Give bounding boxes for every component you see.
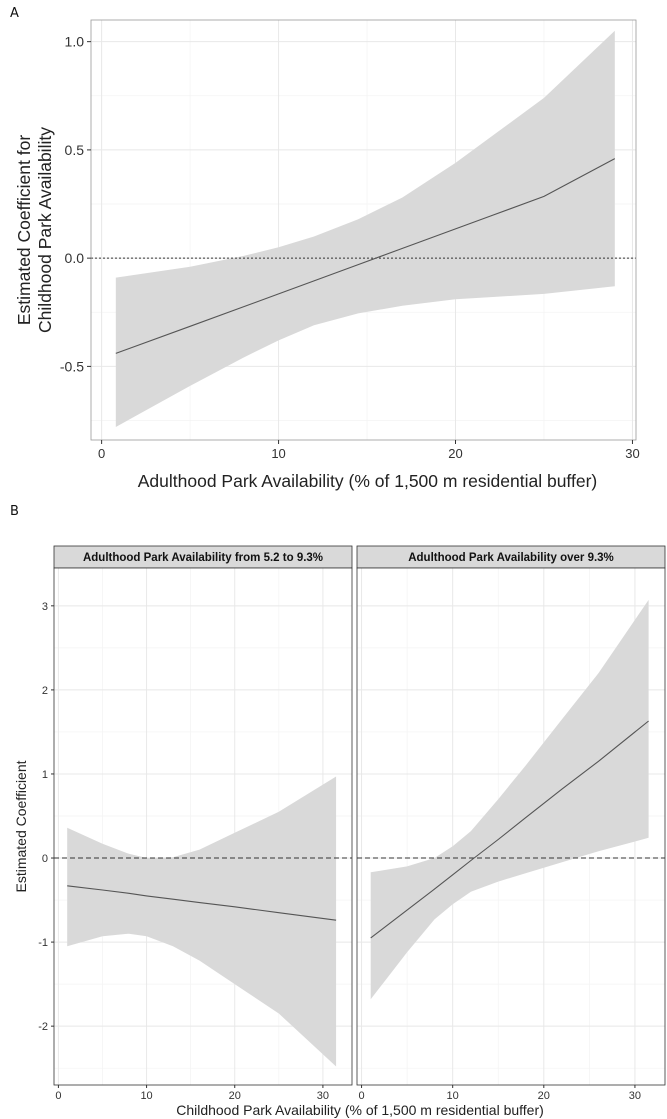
confidence-ribbon xyxy=(370,599,649,1000)
panel-b-letter: B xyxy=(10,504,19,519)
x-axis-title: Adulthood Park Availability (% of 1,500 … xyxy=(138,471,597,491)
plot-border xyxy=(53,567,353,1086)
y-axis-title: Estimated Coefficient xyxy=(13,760,29,892)
x-tick-label: 20 xyxy=(229,1090,241,1102)
x-tick-label: 0 xyxy=(55,1090,61,1102)
x-tick-label: 0 xyxy=(358,1090,364,1102)
y-tick-label: -2 xyxy=(38,1021,48,1033)
x-tick-label: 20 xyxy=(538,1090,550,1102)
confidence-ribbon xyxy=(67,776,337,1067)
estimate-line xyxy=(115,158,616,354)
confidence-ribbon xyxy=(115,30,615,428)
y-tick-label: -0.5 xyxy=(60,358,84,374)
panel-a-letter: A xyxy=(10,6,19,21)
x-tick-label: 30 xyxy=(317,1090,329,1102)
estimate-line xyxy=(67,885,337,921)
y-tick-label: 0.0 xyxy=(65,250,85,266)
x-tick-label: 10 xyxy=(140,1090,152,1102)
y-tick-label: 3 xyxy=(42,601,48,613)
x-tick-label: 20 xyxy=(448,446,462,461)
x-axis-title: Childhood Park Availability (% of 1,500 … xyxy=(176,1102,544,1118)
y-tick-label: 1 xyxy=(42,769,48,781)
y-axis-title-line: Childhood Park Availability xyxy=(35,127,55,333)
y-tick-label: 1.0 xyxy=(65,34,85,50)
y-axis-title-line: Estimated Coefficient for xyxy=(14,135,34,325)
x-tick-label: 30 xyxy=(625,446,639,461)
y-axis-title: Estimated Coefficient forChildhood Park … xyxy=(14,127,55,333)
facet-title: Adulthood Park Availability over 9.3% xyxy=(408,552,614,564)
plot-border xyxy=(90,19,637,441)
x-tick-label: 0 xyxy=(98,446,105,461)
x-tick-label: 10 xyxy=(447,1090,459,1102)
x-tick-label: 30 xyxy=(629,1090,641,1102)
y-tick-label: -1 xyxy=(38,937,48,949)
estimate-line xyxy=(370,720,649,939)
x-tick-label: 10 xyxy=(271,446,285,461)
y-tick-label: 0 xyxy=(42,853,48,865)
panel-b-chart: Adulthood Park Availability from 5.2 to … xyxy=(13,545,666,1118)
plot-border xyxy=(356,567,666,1086)
facet-title: Adulthood Park Availability from 5.2 to … xyxy=(83,552,323,564)
y-tick-label: 2 xyxy=(42,685,48,697)
y-tick-label: 0.5 xyxy=(65,142,85,158)
panel-a-chart: 0 10 20 30 -0.5 0.0 0.5 1.0 Adulthood Park Avail… xyxy=(14,19,640,491)
